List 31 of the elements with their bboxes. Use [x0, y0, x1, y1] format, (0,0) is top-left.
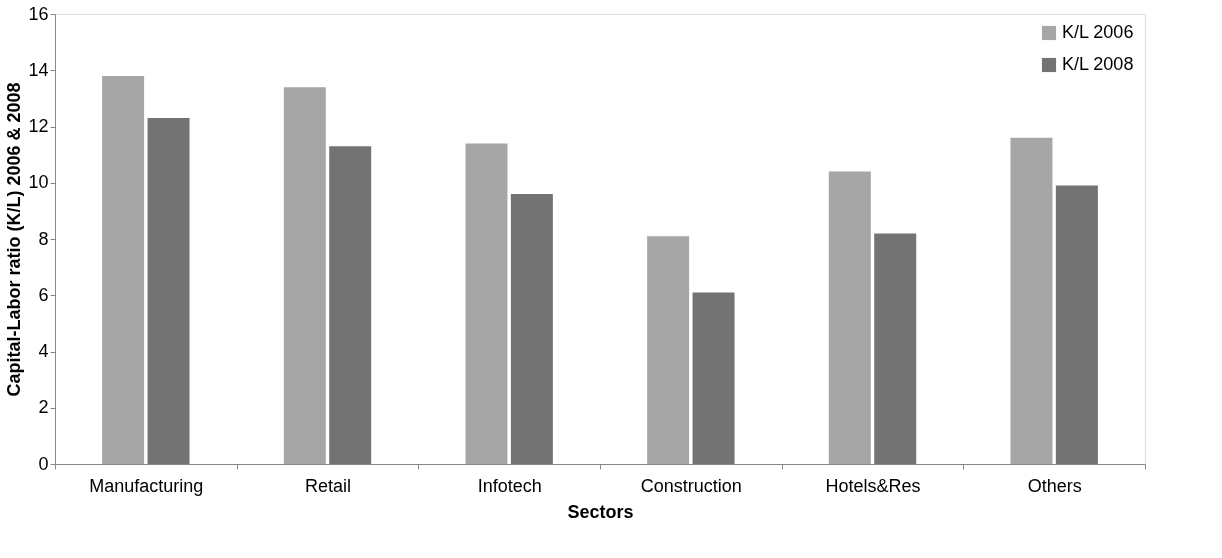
y-tick-label: 12: [28, 116, 49, 136]
bar: [1010, 137, 1053, 464]
y-tick-label: 16: [28, 3, 49, 24]
x-tick-label: Hotels&Res: [825, 475, 921, 496]
x-tick-label: Others: [1027, 475, 1082, 496]
bar: [828, 171, 871, 464]
bar: [283, 87, 326, 464]
bar: [102, 75, 145, 464]
bar: [1055, 185, 1098, 464]
legend-label: K/L 2006: [1062, 22, 1134, 42]
y-tick-label: 4: [38, 341, 49, 361]
bar: [874, 233, 917, 464]
y-tick-label: 2: [38, 397, 49, 418]
bar: [510, 194, 553, 464]
x-tick-label: Manufacturing: [89, 475, 204, 496]
y-tick-label: 0: [38, 453, 49, 474]
y-tick-label: 10: [28, 172, 49, 193]
bar: [465, 143, 508, 464]
bar: [692, 292, 735, 464]
y-axis-title: Capital-Labor ratio (K/L) 2006 & 2008: [4, 82, 25, 397]
x-tick-label: Retail: [304, 475, 352, 496]
bar: [147, 118, 190, 464]
x-tick-label: Construction: [640, 475, 742, 496]
y-tick-label: 8: [38, 228, 49, 249]
x-axis-title: Sectors: [567, 501, 634, 522]
x-tick-label: Infotech: [477, 475, 542, 496]
legend-label: K/L 2008: [1062, 54, 1134, 74]
bar: [329, 146, 372, 464]
y-tick-label: 6: [38, 284, 49, 305]
bar: [647, 236, 690, 464]
y-tick-label: 14: [28, 59, 49, 80]
